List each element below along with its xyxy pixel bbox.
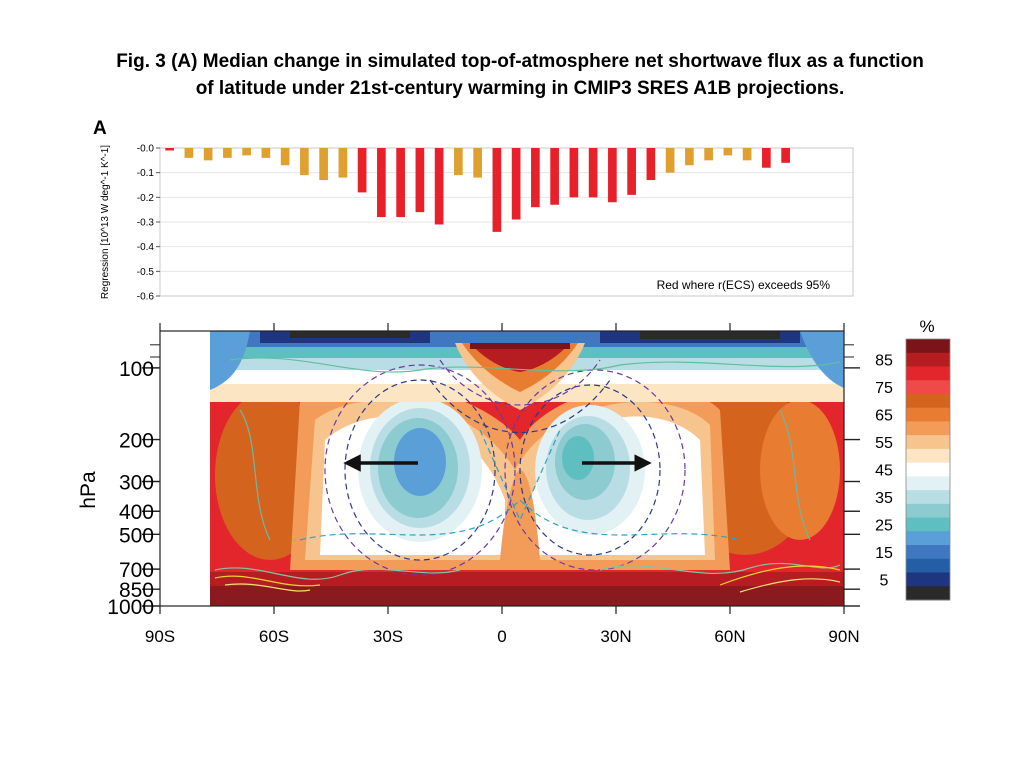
bar [550, 148, 559, 205]
bar [415, 148, 425, 213]
heatmap-x-tick-label: 90S [145, 627, 175, 646]
bar-y-tick-label: -0.4 [137, 242, 155, 253]
bar [184, 148, 194, 158]
colorbar-swatch [906, 503, 950, 519]
bar [569, 148, 579, 198]
caption-line-1: Fig. 3 (A) Median change in simulated to… [116, 51, 924, 72]
bar [608, 148, 617, 203]
bar-chart: -0.0 -0.1 -0.2 -0.3 -0.4 -0.5 -0.6 Regression … [100, 144, 854, 303]
heatmap-x-tick-label: 90N [828, 627, 859, 646]
bar [434, 148, 444, 225]
bar [165, 148, 174, 151]
heatmap-missing-region [160, 331, 210, 606]
bar-y-tick-label: -0.3 [137, 218, 155, 229]
colorbar-tick-label: 85 [875, 353, 893, 370]
bar [704, 148, 713, 161]
bar-y-tick-label: -0.2 [137, 193, 155, 204]
bar [377, 148, 386, 218]
colorbar-swatch [906, 462, 950, 477]
heatmap-x-tick-label: 60N [714, 627, 745, 646]
colorbar-swatch [906, 366, 950, 381]
caption-line-2: of latitude under 21st-century warming i… [195, 78, 845, 99]
bar [531, 148, 540, 208]
heatmap-y-tick-label: 100 [119, 358, 154, 381]
colorbar-tick-label: 65 [875, 408, 893, 425]
heatmap-y-axis-label: hPa [77, 471, 100, 509]
bar [646, 148, 656, 181]
bar [300, 148, 309, 176]
bar [280, 148, 290, 166]
heatmap-y-tick-label: 300 [119, 471, 154, 494]
figure-caption: Fig. 3 (A) Median change in simulated to… [20, 48, 1020, 102]
colorbar-swatch [906, 586, 950, 601]
heatmap-field [210, 331, 844, 606]
colorbar-swatch [906, 393, 950, 409]
bar [781, 148, 790, 163]
bar [223, 148, 232, 158]
bar [588, 148, 598, 198]
bar [665, 148, 675, 173]
colorbar-tick-label: 55 [875, 435, 893, 452]
heatmap-y-tick-label: 1000 [107, 596, 154, 619]
colorbar-title: % [919, 317, 934, 336]
bar-y-axis-label: Regression [10^13 W deg^-1 K^-1] [100, 145, 111, 299]
bar [338, 148, 348, 178]
heatmap-x-tick-label: 30N [600, 627, 631, 646]
panel-label: A [93, 118, 107, 139]
bar [357, 148, 367, 193]
heatmap-x-tick-label: 0 [497, 627, 506, 646]
colorbar-tick-label: 25 [875, 517, 893, 534]
bar [473, 148, 482, 178]
heatmap-y-tick-label: 500 [119, 524, 154, 547]
colorbar-swatch [906, 352, 950, 367]
bar [627, 148, 636, 195]
bar-y-tick-label: -0.5 [137, 267, 155, 278]
colorbar-swatch [906, 407, 950, 422]
bar [685, 148, 694, 166]
bar-annotation: Red where r(ECS) exceeds 95% [657, 278, 831, 292]
bar [742, 148, 752, 161]
bar [319, 148, 328, 181]
colorbar-swatch [906, 545, 950, 560]
bar [492, 148, 502, 232]
colorbar-tick-label: 75 [875, 380, 893, 397]
colorbar-swatch [906, 380, 950, 395]
heatmap-y-tick-label: 700 [119, 559, 154, 582]
bar [242, 148, 251, 156]
bar [396, 148, 405, 218]
colorbar-swatch [906, 572, 950, 587]
colorbar-swatch [906, 517, 950, 532]
colorbar-tick-label: 5 [880, 572, 889, 589]
heatmap-y-tick-label: 850 [119, 579, 154, 602]
bar [261, 148, 271, 158]
colorbar-tick-label: 35 [875, 490, 893, 507]
colorbar-swatch [906, 448, 950, 464]
bar [203, 148, 213, 161]
colorbar-swatch [906, 558, 950, 574]
bar [762, 148, 771, 168]
bar-y-tick-label: -0.1 [137, 168, 155, 179]
colorbar-swatch [906, 476, 950, 491]
colorbar-swatch [906, 435, 950, 450]
colorbar-frame [905, 338, 951, 601]
bar-y-tick-label: -0.0 [137, 144, 155, 155]
heatmap-chart: 90S 60S 30S 0 30N 60N 90N 10020030040050070085… [77, 317, 951, 646]
heatmap-y-tick-label: 400 [119, 501, 154, 524]
colorbar-tick-label: 15 [875, 545, 893, 562]
bar [454, 148, 463, 176]
heatmap-x-tick-label: 60S [259, 627, 289, 646]
bar [511, 148, 521, 220]
colorbar-swatch [906, 421, 950, 436]
colorbar-swatch [906, 339, 950, 354]
colorbar-swatch [906, 531, 950, 546]
bar [723, 148, 733, 156]
colorbar-swatch [906, 490, 950, 505]
colorbar-tick-label: 45 [875, 463, 893, 480]
heatmap-x-tick-label: 30S [373, 627, 403, 646]
heatmap-y-tick-label: 200 [119, 430, 154, 453]
bar-y-tick-label: -0.6 [137, 292, 155, 303]
